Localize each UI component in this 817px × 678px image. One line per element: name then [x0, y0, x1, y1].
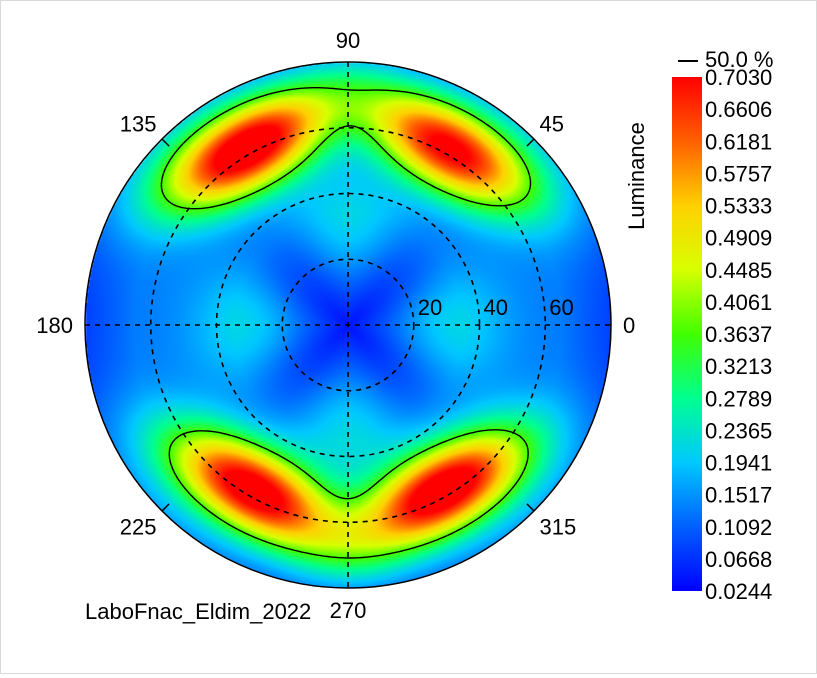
contour-50-percent [160, 87, 532, 559]
azimuth-tick-315 [526, 503, 535, 512]
colorbar-tick-14: 0.1092 [705, 515, 772, 540]
angle-label-45: 45 [540, 112, 564, 137]
angle-label-0: 0 [623, 313, 635, 338]
contour-lines [160, 87, 532, 559]
ring-label-60: 60 [549, 295, 573, 320]
colorbar-ticks: 0.7030 0.6606 0.6181 0.5757 0.5333 0.4909 0.44… [705, 65, 772, 604]
colorbar-tick-11: 0.2365 [705, 418, 772, 443]
angle-label-225: 225 [120, 515, 157, 540]
contour-legend-label: 50.0 % [705, 47, 774, 72]
colorbar-gradient [672, 77, 702, 591]
angle-label-135: 135 [120, 112, 157, 137]
grid-ring-20 [281, 258, 415, 392]
angle-label-180: 180 [36, 313, 73, 338]
colorbar-tick-9: 0.3213 [705, 354, 772, 379]
angle-labels: 90 45 0 315 270 225 180 135 [36, 28, 635, 623]
polar-boundary [84, 61, 612, 589]
angle-label-315: 315 [540, 515, 577, 540]
colorbar: 50.0 % Luminance 0.7030 0.6606 0.6181 0.575… [624, 47, 774, 604]
colorbar-tick-12: 0.1941 [705, 451, 772, 476]
ring-labels: 20 40 60 [418, 295, 574, 320]
colorbar-tick-0: 0.7030 [705, 65, 772, 90]
colorbar-tick-6: 0.4485 [705, 258, 772, 283]
colorbar-tick-8: 0.3637 [705, 322, 772, 347]
colorbar-tick-7: 0.4061 [705, 290, 772, 315]
azimuth-tick-135 [161, 138, 170, 147]
colorbar-title: Luminance [624, 122, 649, 230]
colorbar-tick-16: 0.0244 [705, 579, 772, 604]
angle-label-90: 90 [336, 28, 360, 53]
chart-caption: LaboFnac_Eldim_2022 [85, 599, 311, 624]
colorbar-tick-1: 0.6606 [705, 97, 772, 122]
ring-label-40: 40 [484, 295, 508, 320]
colorbar-tick-4: 0.5333 [705, 194, 772, 219]
azimuth-tick-225 [161, 503, 170, 512]
angle-label-270: 270 [330, 598, 367, 623]
colorbar-tick-5: 0.4909 [705, 226, 772, 251]
colorbar-tick-10: 0.2789 [705, 386, 772, 411]
polar-plot: 90 45 0 315 270 225 180 135 20 40 60 [36, 28, 635, 623]
colorbar-tick-3: 0.5757 [705, 161, 772, 186]
ring-label-20: 20 [418, 295, 442, 320]
azimuth-tick-45 [526, 138, 535, 147]
polar-grid [85, 62, 611, 588]
colorbar-tick-2: 0.6181 [705, 129, 772, 154]
colorbar-tick-15: 0.0668 [705, 547, 772, 572]
colorbar-tick-13: 0.1517 [705, 483, 772, 508]
